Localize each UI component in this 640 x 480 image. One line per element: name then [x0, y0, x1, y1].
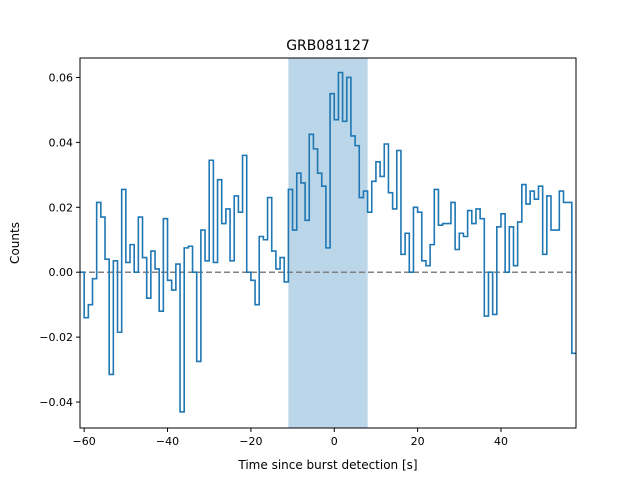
y-tick-label: −0.04	[39, 396, 73, 409]
x-tick-label: −20	[239, 435, 262, 448]
x-tick-label: −60	[73, 435, 96, 448]
highlight-region	[288, 58, 368, 428]
y-tick-label: −0.02	[39, 331, 73, 344]
y-tick-label: 0.06	[49, 71, 74, 84]
series-layer	[80, 71, 576, 413]
x-axis-ticks: −60 −40 −20 0 20 40	[73, 428, 508, 448]
y-tick-label: 0.02	[49, 201, 74, 214]
x-tick-label: 20	[411, 435, 425, 448]
plot-frame	[79, 57, 577, 429]
x-tick-label: 40	[494, 435, 508, 448]
chart-title: GRB081127	[286, 38, 370, 54]
highlight-region-layer	[288, 58, 368, 428]
y-tick-label: 0.00	[49, 266, 74, 279]
y-axis-ticks: −0.04 −0.02 0.00 0.02 0.04 0.06	[39, 71, 80, 409]
x-tick-label: −40	[156, 435, 179, 448]
y-axis-label: Counts	[8, 222, 22, 264]
x-tick-label: 0	[331, 435, 338, 448]
y-tick-label: 0.04	[49, 136, 74, 149]
x-axis-label: Time since burst detection [s]	[237, 458, 417, 472]
series-line	[80, 71, 576, 413]
